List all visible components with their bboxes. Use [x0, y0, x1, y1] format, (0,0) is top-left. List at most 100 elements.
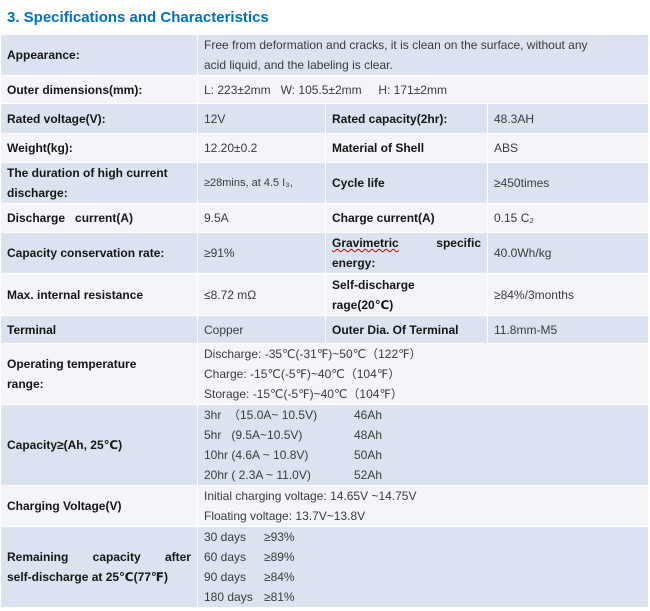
table-row: Capacity≥(Ah, 25℃) 3hr （15.0A~ 10.5V) 46A…: [0, 404, 649, 486]
capacity-conservation-label: Capacity conservation rate:: [0, 232, 198, 274]
table-row: The duration of high current discharge: …: [0, 162, 649, 204]
initial-charging-voltage-line: Initial charging voltage: 14.65V ~14.75V: [204, 489, 417, 503]
capacity-ah: 52Ah: [354, 468, 383, 482]
table-row: Discharge current(A) 9.5A Charge current…: [0, 203, 649, 233]
weight-value: 12.20±0.2: [197, 133, 326, 163]
remaining-capacity-value: 30 days ≥93% 60 days ≥89% 90 days ≥84% 180 …: [197, 526, 649, 608]
rated-capacity-label: Rated capacity(2hr):: [325, 103, 488, 134]
high-current-label-line: The duration of high current: [7, 166, 168, 180]
discharge-current-value: 9.5A: [197, 203, 326, 233]
self-discharge-value: ≥84%/3months: [487, 273, 649, 316]
remaining-line: 30 days ≥93%: [204, 528, 642, 548]
self-discharge-label-line: Self-discharge: [332, 277, 415, 292]
gravimetric-label-line: energy:: [332, 256, 376, 270]
capacity-rate: 5hr (9.5A~10.5V): [204, 428, 303, 442]
table-row: Rated voltage(V): 12V Rated capacity(2hr…: [0, 103, 649, 134]
cycle-life-label: Cycle life: [325, 162, 488, 204]
table-row: Capacity conservation rate: ≥91% Gravime…: [0, 232, 649, 274]
high-current-label-line: discharge:: [7, 186, 68, 200]
capacity-rate: 3hr （15.0A~ 10.5V): [204, 408, 318, 422]
remaining-percent: ≥93%: [264, 530, 295, 544]
capacity-rate: 20hr ( 2.3A ~ 11.0V): [204, 468, 311, 482]
capacity-ah: 46Ah: [354, 408, 383, 422]
remaining-percent: ≥89%: [264, 550, 295, 564]
appearance-value: Free from deformation and cracks, it is …: [197, 34, 649, 76]
capacity-conservation-value: ≥91%: [197, 232, 326, 274]
capacity-ah: 50Ah: [354, 448, 383, 462]
remaining-percent: ≥84%: [264, 570, 295, 584]
remaining-days: 60 days: [204, 550, 247, 564]
gravimetric-word: Gravimetric: [332, 236, 399, 250]
remaining-line: 90 days ≥84%: [204, 567, 642, 587]
cycle-life-value: ≥450times: [487, 162, 649, 204]
terminal-label: Terminal: [0, 315, 198, 344]
shell-material-label: Material of Shell: [325, 133, 488, 163]
rated-voltage-label: Rated voltage(V):: [0, 103, 198, 134]
high-current-duration-value: ≥28mins, at 4.5 I₃,: [197, 162, 326, 204]
table-row: Terminal Copper Outer Dia. Of Terminal 1…: [0, 315, 649, 344]
table-row: Appearance: Free from deformation and cr…: [0, 34, 649, 76]
capacity-ah: 48Ah: [354, 428, 383, 442]
weight-label: Weight(kg):: [0, 133, 198, 163]
capacity-value: 3hr （15.0A~ 10.5V) 46Ah 5hr (9.5A~10.5V) 4…: [197, 404, 649, 486]
capacity-rate: 10hr (4.6A ~ 10.8V): [204, 448, 309, 462]
self-discharge-label-line: rage(20℃): [332, 297, 394, 312]
remaining-line: 180 days ≥81%: [204, 587, 642, 607]
capacity-word: capacity: [92, 550, 141, 564]
dimensions-label: Outer dimensions(mm):: [0, 75, 198, 104]
operating-temp-label-line: Operating temperature: [7, 357, 137, 371]
capacity-label: Capacity≥(Ah, 25℃): [0, 404, 198, 486]
capacity-line: 10hr (4.6A ~ 10.8V) 50Ah: [204, 445, 642, 465]
remaining-percent: ≥81%: [264, 590, 295, 604]
terminal-value: Copper: [197, 315, 326, 344]
charging-voltage-value: Initial charging voltage: 14.65V ~14.75V…: [197, 485, 649, 527]
internal-resistance-value: ≤8.72 mΩ: [197, 273, 326, 316]
storage-temp-line: Storage: -15℃(-5℉)~40℃（104℉）: [204, 387, 403, 401]
table-row: Max. internal resistance ≤8.72 mΩ Self-d…: [0, 273, 649, 316]
table-row: Charging Voltage(V) Initial charging vol…: [0, 485, 649, 527]
after-word: after: [164, 550, 191, 564]
remaining-days: 90 days: [204, 570, 247, 584]
table-row: Operating temperature range: Discharge: …: [0, 343, 649, 405]
dimensions-value: L: 223±2mm W: 105.5±2mm H: 171±2mm: [197, 75, 649, 104]
capacity-line: 3hr （15.0A~ 10.5V) 46Ah: [204, 406, 642, 426]
charge-temp-line: Charge: -15℃(-5℉)~40℃（104℉）: [204, 367, 401, 381]
charge-current-label: Charge current(A): [325, 203, 488, 233]
remaining-word: Remaining: [7, 550, 69, 564]
remaining-line: 60 days ≥89%: [204, 547, 642, 567]
shell-material-value: ABS: [487, 133, 649, 163]
specifications-table: Appearance: Free from deformation and cr…: [0, 34, 649, 608]
rated-capacity-value: 48.3AH: [487, 103, 649, 134]
outer-dia-terminal-value: 11.8mm-M5: [487, 315, 649, 344]
capacity-line: 5hr (9.5A~10.5V) 48Ah: [204, 425, 642, 445]
discharge-temp-line: Discharge: -35℃(-31℉)~50℃（122℉）: [204, 347, 422, 361]
remaining-days: 30 days: [204, 530, 247, 544]
charge-current-value: 0.15 C₂: [487, 203, 649, 233]
gravimetric-label-line: Gravimetric specific: [332, 234, 481, 254]
table-row: Remaining capacity after self-discharge …: [0, 526, 649, 608]
appearance-value-line: Free from deformation and cracks, it is …: [204, 38, 588, 52]
remaining-capacity-label: Remaining capacity after self-discharge …: [0, 526, 198, 608]
section-title: 3. Specifications and Characteristics: [7, 9, 269, 26]
operating-temp-label-line: range:: [7, 377, 44, 391]
rated-voltage-value: 12V: [197, 103, 326, 134]
remaining-capacity-label-line: Remaining capacity after: [7, 547, 191, 567]
specific-word: specific: [436, 236, 481, 250]
gravimetric-energy-label: Gravimetric specific energy:: [325, 232, 488, 274]
appearance-label: Appearance:: [0, 34, 198, 76]
floating-voltage-line: Floating voltage: 13.7V~13.8V: [204, 509, 366, 523]
remaining-days: 180 days: [204, 590, 253, 604]
appearance-value-line: acid liquid, and the labeling is clear.: [204, 58, 393, 72]
high-current-duration-label: The duration of high current discharge:: [0, 162, 198, 204]
self-discharge-label: Self-discharge rage(20℃): [325, 273, 488, 316]
operating-temperature-value: Discharge: -35℃(-31℉)~50℃（122℉） Charge: …: [197, 343, 649, 405]
internal-resistance-label: Max. internal resistance: [0, 273, 198, 316]
charging-voltage-label: Charging Voltage(V): [0, 485, 198, 527]
outer-dia-terminal-label: Outer Dia. Of Terminal: [325, 315, 488, 344]
gravimetric-energy-value: 40.0Wh/kg: [487, 232, 649, 274]
table-row: Weight(kg): 12.20±0.2 Material of Shell …: [0, 133, 649, 163]
operating-temperature-label: Operating temperature range:: [0, 343, 198, 405]
table-row: Outer dimensions(mm): L: 223±2mm W: 105.…: [0, 75, 649, 104]
capacity-line: 20hr ( 2.3A ~ 11.0V) 52Ah: [204, 465, 642, 485]
discharge-current-label: Discharge current(A): [0, 203, 198, 233]
